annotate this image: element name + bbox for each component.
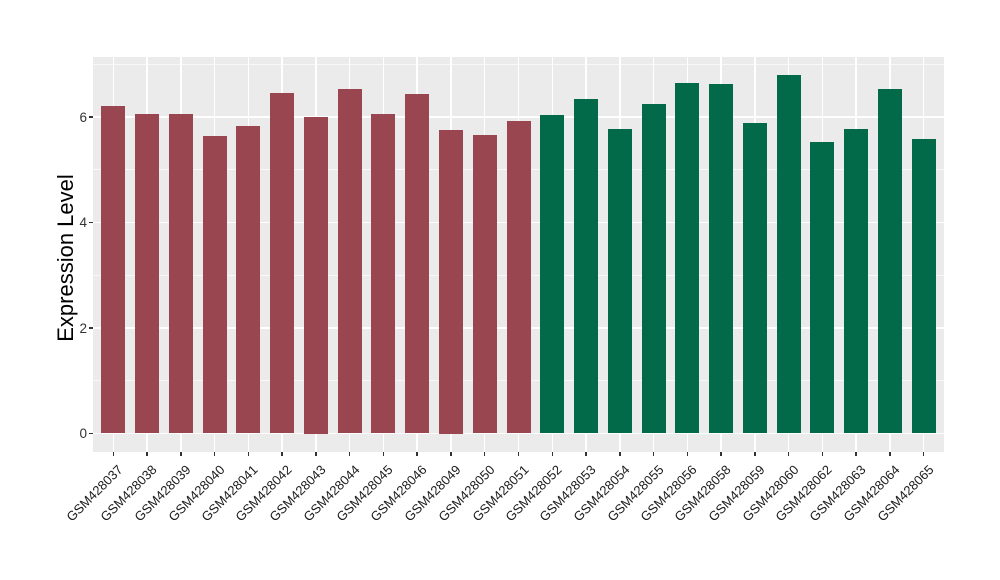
y-tick-label: 4	[79, 215, 87, 230]
y-tick-mark	[89, 116, 93, 118]
bar-GSM428049	[438, 130, 463, 434]
bar-GSM428054	[607, 128, 632, 434]
bar-GSM428062	[810, 141, 835, 434]
y-axis-title: Expression Level	[53, 174, 78, 342]
bar-GSM428050	[472, 134, 497, 434]
x-tick-mark	[922, 452, 925, 456]
bar-GSM428046	[405, 94, 430, 434]
x-tick-mark	[821, 452, 824, 456]
bar-GSM428041	[236, 125, 261, 434]
x-tick-mark	[754, 452, 756, 456]
bar-GSM428052	[540, 114, 565, 434]
bar-GSM428058	[709, 83, 734, 434]
x-tick-mark	[281, 452, 283, 456]
bar-GSM428045	[371, 113, 396, 434]
x-tick-mark	[787, 452, 790, 456]
bar-GSM428059	[742, 123, 767, 434]
x-tick-mark	[416, 452, 418, 456]
bar-GSM428037	[101, 106, 126, 434]
x-tick-mark	[382, 452, 385, 456]
bar-GSM428053	[574, 98, 599, 434]
x-tick-mark	[652, 452, 655, 456]
y-tick-label: 6	[79, 109, 87, 125]
bar-GSM428039	[168, 113, 193, 434]
bar-GSM428055	[641, 104, 666, 434]
y-tick-label: 2	[79, 320, 87, 336]
bar-GSM428044	[337, 88, 362, 434]
bar-GSM428056	[675, 83, 700, 434]
x-tick-mark	[517, 452, 520, 456]
x-tick-mark	[112, 452, 114, 456]
y-tick-mark	[89, 221, 93, 224]
x-tick-mark	[180, 452, 182, 456]
x-tick-mark	[483, 452, 486, 456]
bar-GSM428051	[506, 121, 531, 434]
bar-GSM428063	[844, 129, 869, 434]
x-tick-mark	[450, 452, 452, 456]
y-tick-mark	[89, 327, 93, 329]
x-tick-mark	[720, 452, 722, 456]
y-tick-label: 0	[79, 426, 87, 441]
x-tick-mark	[686, 452, 689, 456]
x-tick-mark	[315, 452, 317, 456]
x-tick-mark	[213, 452, 216, 456]
x-tick-mark	[146, 452, 148, 456]
x-tick-mark	[551, 452, 554, 456]
x-tick-mark	[855, 452, 857, 456]
x-tick-mark	[619, 452, 621, 456]
plot-panel	[93, 57, 944, 452]
bar-GSM428040	[202, 135, 227, 434]
bar-GSM428064	[877, 88, 902, 434]
bar-GSM428043	[303, 117, 328, 434]
x-tick-mark	[348, 452, 351, 456]
bar-GSM428038	[135, 113, 160, 434]
bar-GSM428042	[270, 92, 295, 434]
x-tick-mark	[889, 452, 891, 456]
bar-GSM428065	[911, 138, 936, 434]
y-tick-mark	[89, 432, 93, 435]
x-tick-mark	[585, 452, 587, 456]
bar-GSM428060	[776, 74, 801, 434]
x-tick-mark	[247, 452, 250, 456]
